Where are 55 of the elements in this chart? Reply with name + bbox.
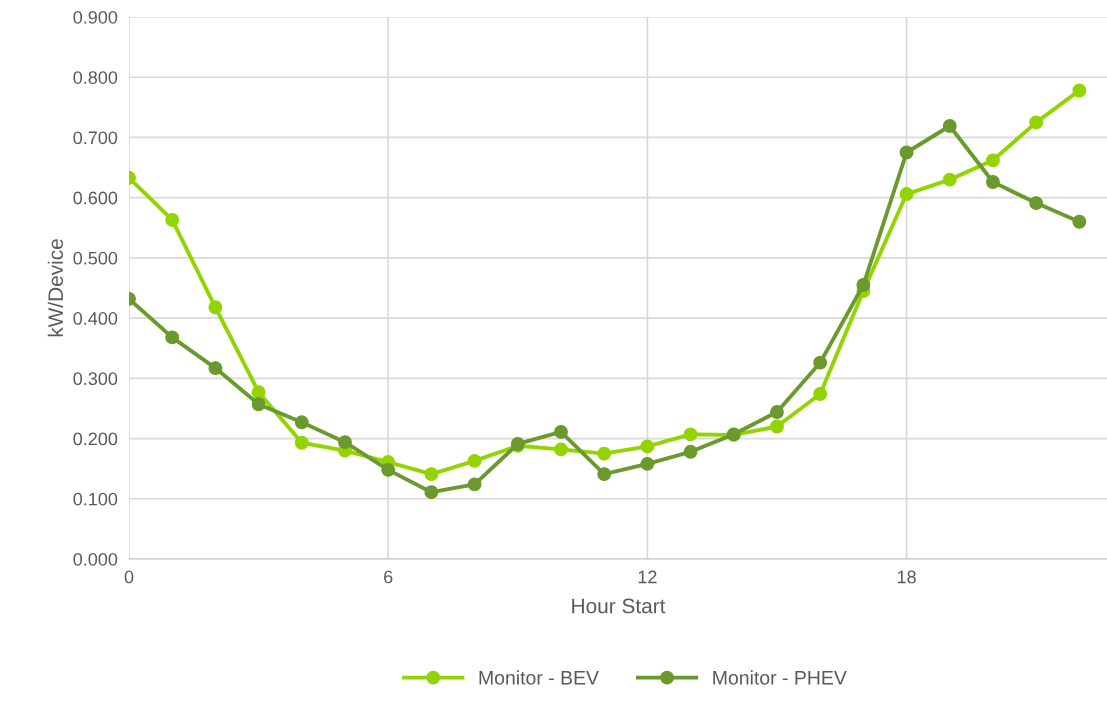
- point: [1029, 196, 1044, 211]
- y-tick-label: 0.500: [73, 251, 118, 265]
- point: [381, 462, 396, 477]
- point: [986, 175, 1000, 189]
- point: [597, 446, 612, 461]
- point: [640, 456, 655, 471]
- y-tick-label: 0.300: [73, 372, 118, 386]
- legend-label: Monitor - BEV: [479, 670, 599, 685]
- y-tick-label: 0.900: [73, 10, 118, 24]
- point: [424, 467, 439, 482]
- point: [856, 278, 871, 292]
- point: [251, 397, 266, 412]
- point: [597, 467, 612, 482]
- point: [683, 427, 698, 442]
- point: [986, 153, 1000, 168]
- point: [1029, 115, 1044, 130]
- point: [338, 435, 352, 450]
- point: [554, 424, 568, 439]
- point: [899, 145, 914, 160]
- y-tick-label: 0.200: [73, 432, 118, 446]
- x-tick-label: 12: [638, 570, 657, 584]
- point: [770, 419, 784, 434]
- point: [554, 442, 568, 457]
- y-axis-title: kW/Device: [47, 239, 64, 337]
- legend-label: Monitor - PHEV: [713, 670, 847, 685]
- point: [294, 415, 309, 430]
- point: [467, 453, 482, 468]
- x-tick-label: 18: [897, 570, 916, 584]
- x-tick-label: 0: [124, 570, 134, 584]
- point: [813, 355, 828, 370]
- y-tick-label: 0.600: [73, 191, 118, 205]
- point: [165, 330, 180, 345]
- y-tick-label: 0.400: [73, 312, 118, 325]
- point: [770, 405, 784, 420]
- point: [251, 385, 266, 400]
- point: [942, 119, 957, 133]
- point: [294, 435, 309, 450]
- point: [1072, 83, 1087, 98]
- point: [942, 172, 957, 187]
- point: [208, 361, 223, 376]
- x-axis-title: Hour Start: [572, 598, 666, 614]
- point: [813, 387, 828, 401]
- point: [640, 439, 655, 454]
- y-tick-label: 0.100: [73, 492, 118, 506]
- point: [1072, 214, 1087, 229]
- y-tick-label: 0.700: [73, 131, 118, 145]
- point: [165, 213, 180, 227]
- y-tick-label: 0.800: [73, 71, 118, 84]
- point: [899, 187, 914, 201]
- point: [424, 485, 439, 500]
- point: [467, 477, 482, 492]
- x-tick-label: 6: [384, 570, 393, 584]
- y-tick-label: 0.000: [73, 552, 118, 566]
- point: [208, 300, 223, 315]
- point: [683, 444, 698, 459]
